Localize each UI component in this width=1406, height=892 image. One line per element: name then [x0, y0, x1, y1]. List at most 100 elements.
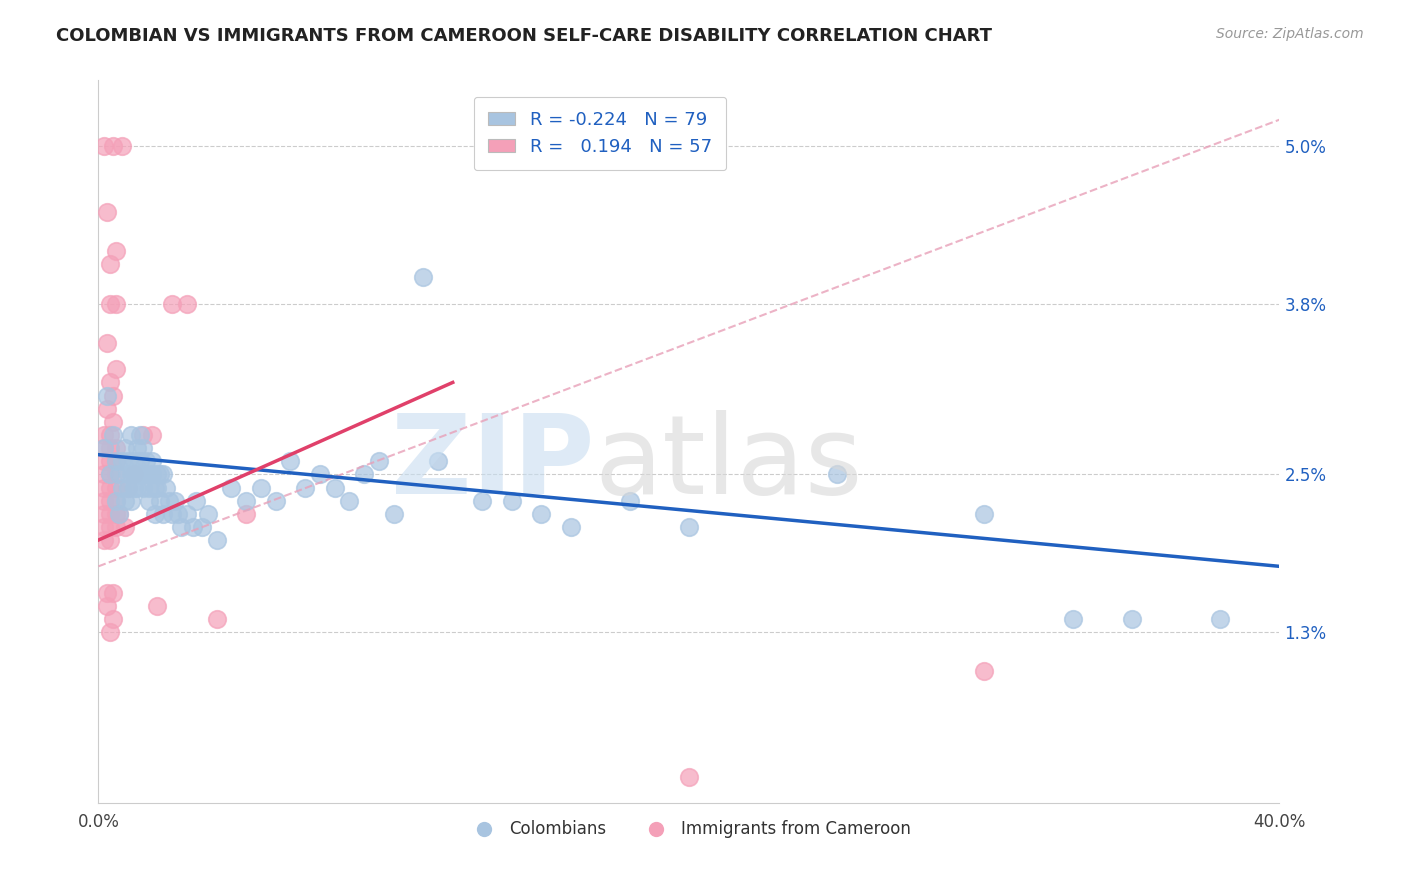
Point — [128, 454, 150, 468]
Point — [120, 493, 142, 508]
Point — [93, 139, 115, 153]
Point — [96, 401, 118, 416]
Point — [353, 467, 375, 482]
Point — [96, 388, 118, 402]
Point — [141, 467, 163, 482]
Point — [323, 481, 346, 495]
Point — [1062, 612, 1084, 626]
Point — [471, 493, 494, 508]
Point — [103, 428, 125, 442]
Point — [1209, 612, 1232, 626]
Point — [105, 454, 128, 468]
Point — [205, 533, 228, 547]
Point — [125, 481, 148, 495]
Point — [141, 428, 163, 442]
Point — [114, 520, 136, 534]
Point — [93, 454, 115, 468]
Point — [114, 441, 136, 455]
Point — [111, 139, 134, 153]
Point — [108, 467, 131, 482]
Point — [98, 467, 121, 482]
Point — [98, 428, 121, 442]
Point — [162, 296, 183, 310]
Point — [105, 467, 128, 482]
Point — [184, 493, 207, 508]
Point — [93, 520, 115, 534]
Point — [501, 493, 523, 508]
Text: COLOMBIAN VS IMMIGRANTS FROM CAMEROON SELF-CARE DISABILITY CORRELATION CHART: COLOMBIAN VS IMMIGRANTS FROM CAMEROON SE… — [56, 27, 993, 45]
Point — [105, 244, 128, 258]
Point — [93, 533, 115, 547]
Point — [125, 441, 148, 455]
Point — [339, 493, 361, 508]
Point — [122, 481, 145, 495]
Point — [155, 481, 177, 495]
Point — [103, 139, 125, 153]
Point — [162, 507, 183, 521]
Point — [117, 481, 139, 495]
Point — [105, 362, 128, 376]
Point — [111, 454, 134, 468]
Point — [103, 612, 125, 626]
Point — [132, 481, 155, 495]
Point — [973, 665, 995, 679]
Point — [191, 520, 214, 534]
Point — [825, 467, 848, 482]
Point — [146, 481, 169, 495]
Point — [120, 428, 142, 442]
Point — [221, 481, 243, 495]
Point — [93, 507, 115, 521]
Point — [103, 415, 125, 429]
Point — [143, 481, 166, 495]
Text: ZIP: ZIP — [391, 409, 595, 516]
Point — [167, 507, 190, 521]
Legend: Colombians, Immigrants from Cameroon: Colombians, Immigrants from Cameroon — [460, 814, 918, 845]
Point — [103, 585, 125, 599]
Point — [157, 493, 180, 508]
Point — [412, 270, 434, 285]
Text: Source: ZipAtlas.com: Source: ZipAtlas.com — [1216, 27, 1364, 41]
Point — [165, 493, 187, 508]
Point — [132, 428, 155, 442]
Point — [152, 467, 174, 482]
Point — [122, 467, 145, 482]
Point — [146, 467, 169, 482]
Point — [141, 454, 163, 468]
Point — [98, 376, 121, 390]
Point — [105, 507, 128, 521]
Point — [176, 296, 198, 310]
Point — [128, 467, 150, 482]
Point — [105, 520, 128, 534]
Point — [96, 599, 118, 613]
Point — [205, 612, 228, 626]
Point — [114, 493, 136, 508]
Point — [98, 493, 121, 508]
Point — [197, 507, 219, 521]
Point — [309, 467, 332, 482]
Point — [530, 507, 553, 521]
Point — [96, 585, 118, 599]
Point — [117, 454, 139, 468]
Point — [132, 441, 155, 455]
Point — [93, 441, 115, 455]
Point — [96, 204, 118, 219]
Point — [138, 481, 160, 495]
Point — [973, 507, 995, 521]
Point — [98, 520, 121, 534]
Point — [678, 520, 700, 534]
Point — [143, 507, 166, 521]
Point — [264, 493, 287, 508]
Point — [678, 770, 700, 784]
Point — [560, 520, 582, 534]
Point — [111, 481, 134, 495]
Point — [98, 507, 121, 521]
Point — [368, 454, 391, 468]
Point — [98, 296, 121, 310]
Point — [105, 441, 128, 455]
Point — [98, 454, 121, 468]
Point — [98, 625, 121, 640]
Point — [149, 493, 172, 508]
Text: atlas: atlas — [595, 409, 863, 516]
Point — [149, 467, 172, 482]
Point — [103, 388, 125, 402]
